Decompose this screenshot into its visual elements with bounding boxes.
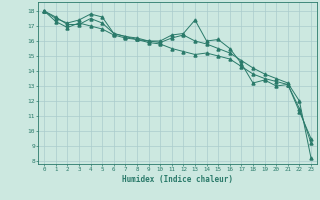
X-axis label: Humidex (Indice chaleur): Humidex (Indice chaleur) — [122, 175, 233, 184]
